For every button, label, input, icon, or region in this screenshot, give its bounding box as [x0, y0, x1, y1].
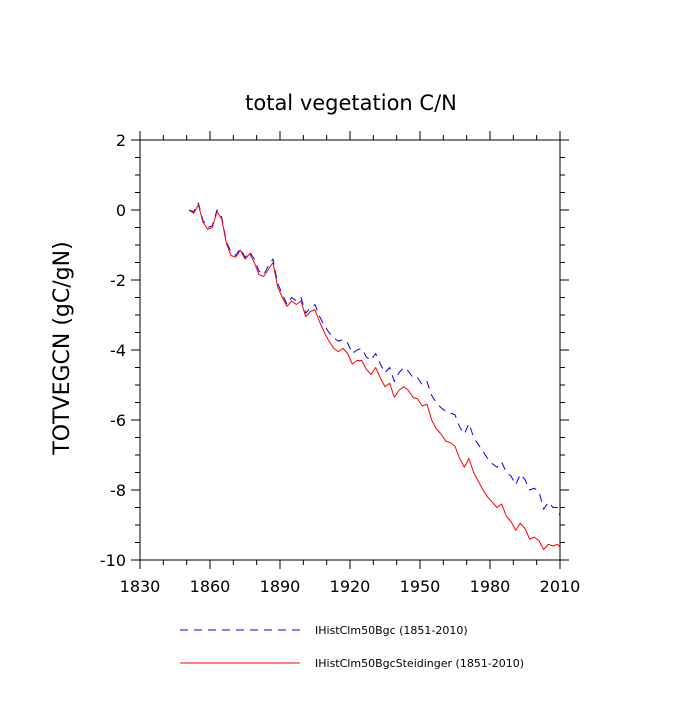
y-tick-label: -10 [100, 551, 126, 570]
y-tick-label: -6 [110, 411, 126, 430]
x-tick-label: 1950 [400, 577, 441, 596]
y-tick-label: -4 [110, 341, 126, 360]
series-lines [188, 202, 561, 550]
y-tick-label: -2 [110, 271, 126, 290]
chart-title: total vegetation C/N [245, 91, 457, 115]
x-tick-label: 1830 [120, 577, 161, 596]
series-line-2 [188, 204, 561, 550]
legend-label-1: IHistClm50Bgc (1851-2010) [315, 624, 468, 637]
plot-frame [139, 139, 561, 561]
x-tick-label: 2010 [540, 577, 581, 596]
x-tick-label: 1890 [260, 577, 301, 596]
x-tick-label: 1920 [330, 577, 371, 596]
y-tick-label: -8 [110, 481, 126, 500]
y-tick-label: 2 [116, 131, 126, 150]
legend-label-2: IHistClm50BgcSteidinger (1851-2010) [315, 657, 524, 670]
x-tick-label: 1860 [190, 577, 231, 596]
y-tick-label: 0 [116, 201, 126, 220]
y-axis-label: TOTVEGCN (gC/gN) [50, 241, 75, 455]
axis-ticks: 1830 1860 1890 1920 1950 1980 2010 2 0 -2 -4 -6 -8 -1… [100, 131, 581, 596]
x-tick-label: 1980 [470, 577, 511, 596]
series-line-1 [188, 202, 561, 517]
legend: IHistClm50Bgc (1851-2010) IHistClm50BgcSt… [180, 624, 524, 670]
